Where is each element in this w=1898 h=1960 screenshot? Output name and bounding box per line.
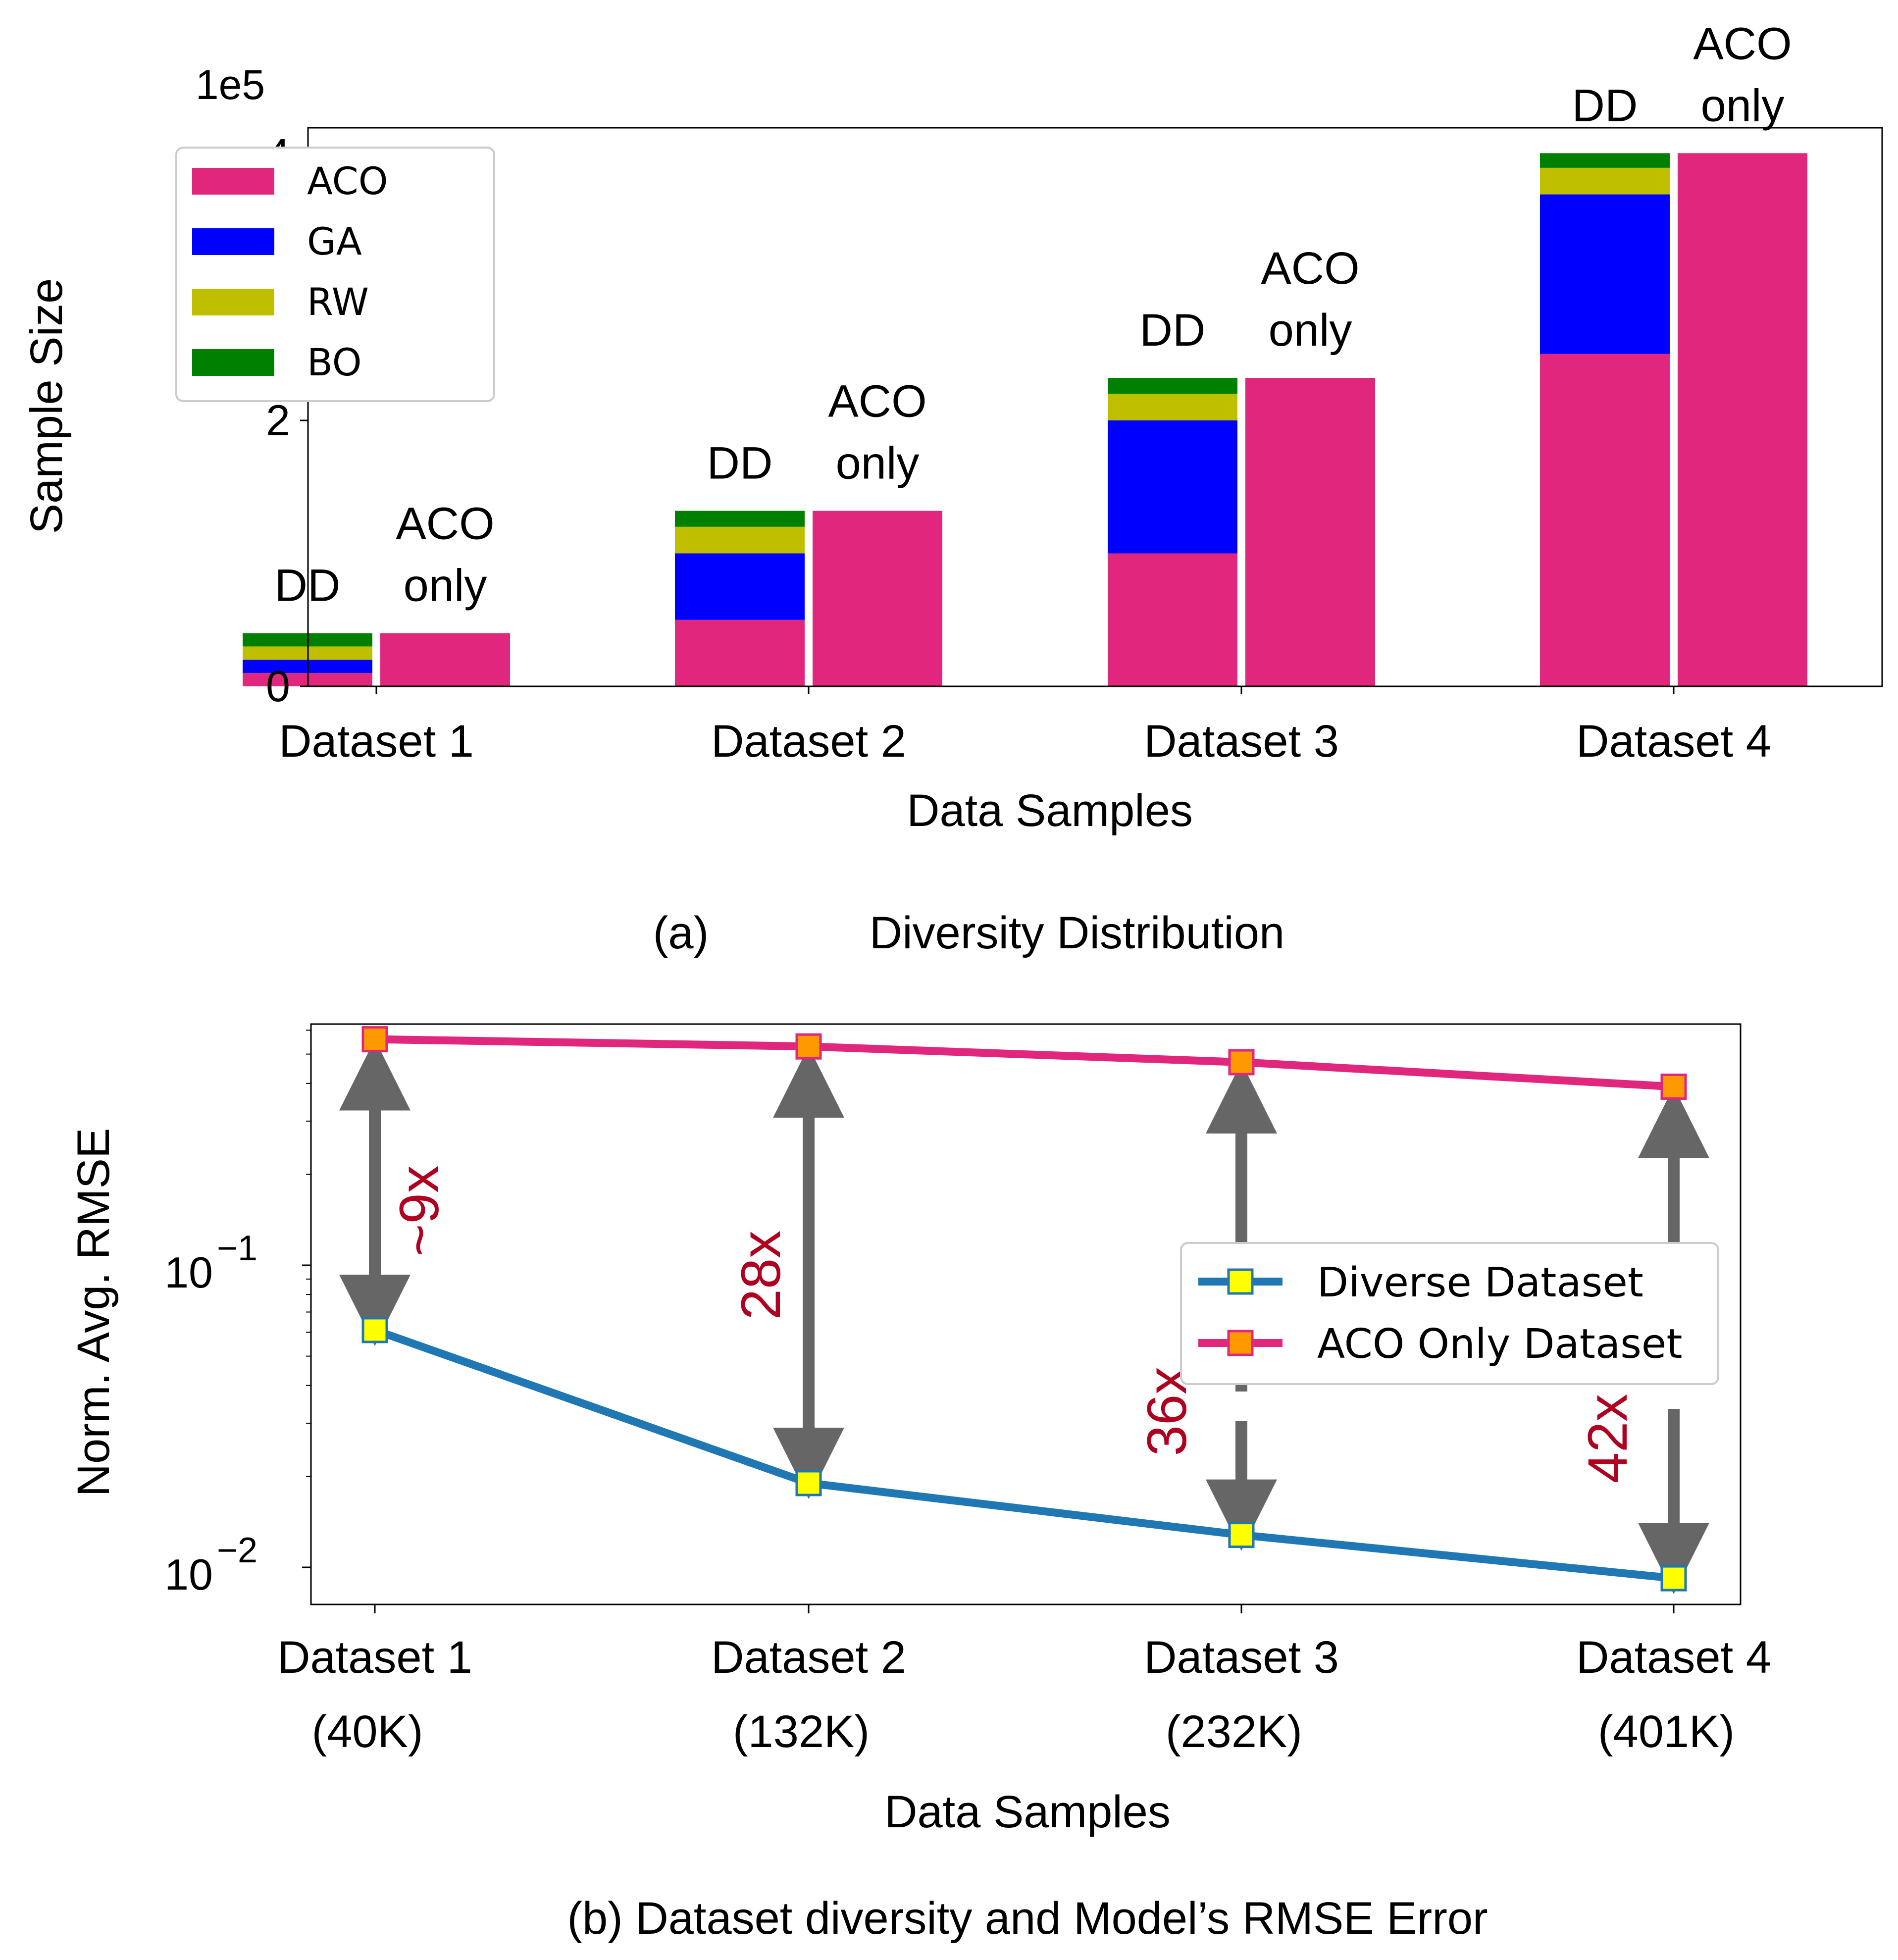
legend-label-aco: ACO	[307, 159, 388, 203]
x-tick-size-dataset-2: (132K)	[733, 1706, 870, 1757]
y-tick-label-2: 2	[266, 396, 290, 445]
bar-label-aco-only-line2-dataset-1: only	[404, 561, 487, 611]
marker-aco-only-dataset-dataset-2	[795, 1033, 822, 1060]
marker-aco-only-dataset-dataset-3	[1228, 1049, 1255, 1076]
bar-aco-only-dataset-2	[813, 511, 942, 686]
chart-a-caption-prefix: (a)	[653, 908, 709, 958]
bar-label-aco-only-line1-dataset-1: ACO	[396, 499, 494, 549]
chart-b-y-ticks: 10−110−2	[164, 1030, 311, 1599]
legend-label-ga: GA	[307, 219, 362, 263]
chart-b-legend-box	[1180, 1242, 1719, 1385]
marker-diverse-dataset-dataset-2	[795, 1470, 822, 1496]
bar-label-dd-dataset-4: DD	[1572, 80, 1638, 131]
y-tick-label-exp-1: −2	[217, 1531, 257, 1570]
bar-dd-bo-dataset-4	[1540, 153, 1670, 168]
bar-dd-ga-dataset-2	[675, 553, 805, 620]
y-tick-label-0: 0	[266, 662, 290, 711]
legend-label-rw: RW	[307, 280, 369, 324]
x-tick-size-dataset-4: (401K)	[1598, 1706, 1735, 1757]
chart-b-y-axis-label: Norm. Avg. RMSE	[68, 1128, 119, 1497]
legend-marker-diverse-dataset	[1227, 1268, 1254, 1295]
marker-diverse-dataset-dataset-3	[1228, 1522, 1255, 1548]
bar-dd-ga-dataset-4	[1540, 194, 1670, 354]
bar-aco-only-dataset-4	[1678, 153, 1807, 687]
bar-aco-only-dataset-3	[1245, 378, 1375, 686]
bar-label-dd-dataset-3: DD	[1140, 305, 1206, 356]
x-tick-size-dataset-3: (232K)	[1166, 1706, 1302, 1757]
bar-label-aco-only-line1-dataset-4: ACO	[1693, 18, 1792, 69]
bar-dd-aco-dataset-3	[1108, 553, 1237, 686]
legend-marker-aco-only-dataset	[1227, 1330, 1254, 1356]
chart-b-lines	[361, 1026, 1687, 1592]
bar-dd-bo-dataset-3	[1108, 378, 1237, 394]
chart-b-x-ticks: Dataset 1 (40K) Dataset 2 (132K) Dataset 3 (2…	[277, 1604, 1771, 1757]
chart-a-bars	[243, 153, 1807, 687]
legend-swatch-aco	[192, 168, 274, 195]
y-tick-label-base-0: 10	[164, 1248, 213, 1297]
bar-dd-rw-dataset-4	[1540, 167, 1670, 195]
chart-b-x-axis-label: Data Samples	[884, 1787, 1171, 1837]
bar-dd-ga-dataset-3	[1108, 420, 1237, 554]
bar-label-aco-only-line2-dataset-3: only	[1269, 305, 1352, 356]
marker-aco-only-dataset-dataset-1	[361, 1026, 388, 1053]
chart-a-y-axis-label: Sample Size	[21, 278, 72, 534]
marker-diverse-dataset-dataset-1	[361, 1317, 388, 1343]
chart-b: 10−110−2 Dataset 1(40K)Dataset 2(132K)Da…	[68, 1023, 1771, 1944]
chart-a-legend-box	[175, 147, 495, 402]
x-tick-label-dataset-3: Dataset 3	[1144, 716, 1339, 767]
chart-b-title: (b) Dataset diversity and Model’s RMSE E…	[567, 1893, 1488, 1944]
ratio-annotation-dataset-2: 28x	[730, 1231, 792, 1320]
line-diverse-dataset	[373, 1326, 1674, 1583]
ratio-annotation-dataset-1: ~9x	[388, 1165, 450, 1256]
line-aco-only-dataset	[374, 1035, 1674, 1091]
chart-a-x-ticks: Dataset 1 Dataset 2 Dataset 3 Dataset 4	[279, 686, 1771, 767]
bar-dd-rw-dataset-3	[1108, 394, 1237, 420]
legend-swatch-bo	[192, 349, 274, 376]
legend-label-aco-only-dataset: ACO Only Dataset	[1317, 1321, 1683, 1368]
chart-b-frame	[310, 1023, 1742, 1605]
bar-aco-only-dataset-1	[380, 633, 510, 686]
bar-label-aco-only-line2-dataset-4: only	[1701, 80, 1785, 131]
x-tick-label-dataset-2: Dataset 2	[711, 716, 906, 767]
x-tick-label-dataset-4: Dataset 4	[1576, 716, 1771, 767]
chart-b-legend: Diverse Dataset ACO Only Dataset	[1180, 1242, 1719, 1385]
y-tick-label-base-1: 10	[164, 1550, 213, 1599]
chart-a-frame	[307, 127, 1883, 687]
bar-dd-rw-dataset-2	[675, 526, 805, 554]
legend-label-diverse-dataset: Diverse Dataset	[1317, 1259, 1643, 1306]
marker-aco-only-dataset-dataset-4	[1660, 1073, 1687, 1100]
x-tick-label-dataset-2: Dataset 2	[711, 1632, 906, 1683]
chart-a-y-scale-label: 1e5	[196, 61, 265, 108]
chart-a-legend: ACO GA RW BO	[175, 147, 495, 402]
y-tick-label-exp-0: −1	[217, 1229, 257, 1268]
bar-label-dd-dataset-2: DD	[707, 438, 773, 489]
bar-dd-bo-dataset-2	[675, 511, 805, 527]
bar-dd-aco-dataset-2	[675, 619, 805, 686]
x-tick-label-dataset-1: Dataset 1	[277, 1632, 472, 1683]
legend-label-bo: BO	[307, 340, 362, 384]
chart-a-x-axis-label: Data Samples	[907, 785, 1193, 836]
chart-a-title: Diversity Distribution	[870, 908, 1284, 958]
bar-dd-aco-dataset-4	[1540, 354, 1670, 686]
legend-swatch-rw	[192, 289, 274, 315]
bar-label-aco-only-line1-dataset-3: ACO	[1261, 243, 1359, 294]
marker-diverse-dataset-dataset-4	[1660, 1565, 1687, 1592]
legend-swatch-ga	[192, 228, 274, 255]
x-tick-label-dataset-1: Dataset 1	[279, 716, 474, 767]
bar-label-aco-only-line2-dataset-2: only	[836, 438, 920, 489]
ratio-annotation-dataset-4: 42x	[1577, 1394, 1639, 1484]
x-tick-label-dataset-4: Dataset 4	[1576, 1632, 1771, 1683]
x-tick-size-dataset-1: (40K)	[312, 1706, 423, 1757]
bar-label-aco-only-line1-dataset-2: ACO	[828, 376, 926, 427]
x-tick-label-dataset-3: Dataset 3	[1144, 1632, 1339, 1683]
